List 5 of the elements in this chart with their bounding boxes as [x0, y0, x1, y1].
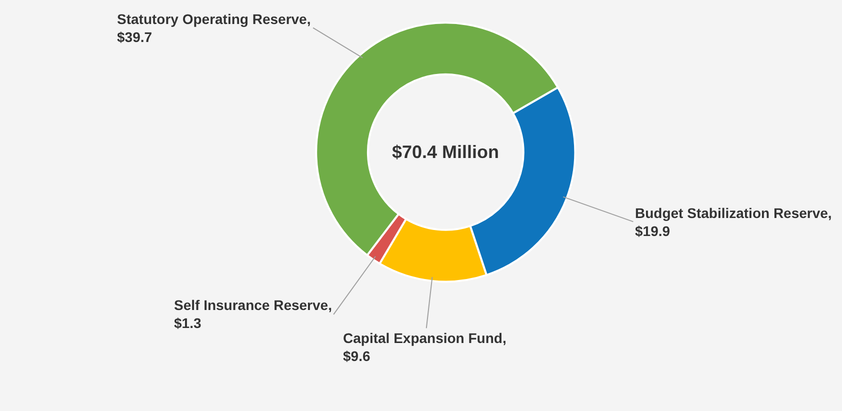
slice-label: Capital Expansion Fund, $9.6: [343, 330, 506, 364]
slice-label: Budget Stabilization Reserve, $19.9: [635, 205, 832, 240]
slice-label: Self Insurance Reserve, $1.3: [174, 297, 332, 332]
text: $70.4 Million: [392, 142, 500, 162]
slice-label: Statutory Operating Reserve, $39.7: [117, 11, 311, 46]
